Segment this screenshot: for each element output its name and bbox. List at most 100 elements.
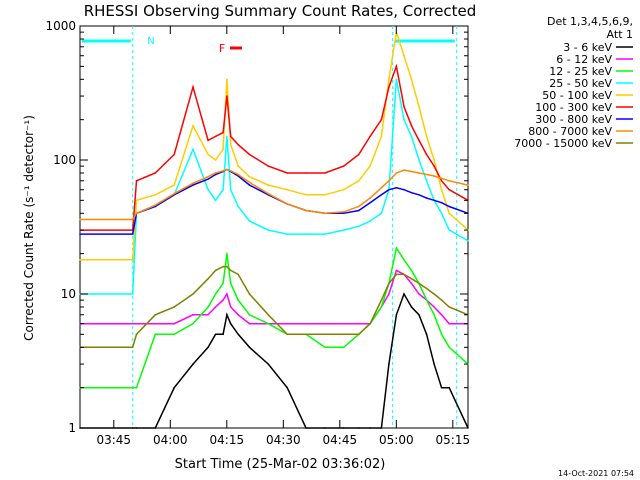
data-point <box>324 212 326 215</box>
series-line-7000-15000keV <box>80 265 469 349</box>
data-point <box>131 293 134 295</box>
data-point <box>410 191 413 194</box>
data-point <box>440 180 443 182</box>
data-point <box>135 212 138 215</box>
data-point <box>173 322 175 325</box>
data-point <box>79 218 81 221</box>
data-point <box>226 252 228 255</box>
data-point <box>395 65 398 68</box>
data-point <box>403 273 405 276</box>
data-point <box>395 247 398 249</box>
data-point <box>410 277 413 280</box>
data-point <box>440 333 443 336</box>
data-point <box>395 172 398 174</box>
data-point <box>433 159 435 161</box>
data-point <box>267 165 270 167</box>
data-point <box>418 139 420 142</box>
data-point <box>207 346 209 349</box>
data-point <box>135 427 138 429</box>
data-point <box>229 282 232 285</box>
data-point <box>226 78 228 81</box>
x-axis-label: Start Time (25-Mar-02 03:36:02) <box>175 457 386 472</box>
x-tick-label: 05:15 <box>436 433 471 447</box>
data-point <box>214 135 217 138</box>
data-point <box>342 427 345 429</box>
data-point <box>425 135 428 138</box>
data-point <box>410 306 413 308</box>
data-point <box>433 199 435 202</box>
data-point <box>135 322 138 325</box>
data-point <box>286 203 289 205</box>
data-point <box>286 386 289 389</box>
data-point <box>305 209 307 212</box>
data-point <box>229 269 232 272</box>
data-point <box>388 78 390 81</box>
x-tick-label: 04:30 <box>266 433 301 447</box>
data-point <box>380 187 383 189</box>
data-point <box>403 105 405 108</box>
data-point <box>248 293 251 295</box>
data-point <box>403 188 405 191</box>
x-tick-label: 04:45 <box>323 433 358 447</box>
data-point <box>222 282 224 285</box>
data-point <box>207 314 209 316</box>
data-point <box>410 135 413 138</box>
data-point <box>222 188 224 191</box>
series-line-3-6keV <box>80 292 469 429</box>
data-point <box>324 233 326 235</box>
data-point <box>440 188 443 191</box>
axes: 03:45 04:00 04:15 04:30 04:45 05:00 05:15 1 10 10… <box>45 19 470 447</box>
data-point <box>410 78 413 81</box>
data-point <box>380 135 383 138</box>
data-point <box>192 314 194 316</box>
data-point <box>410 125 413 127</box>
data-point <box>433 314 435 316</box>
data-point <box>214 173 217 176</box>
plot-frame <box>79 25 469 429</box>
data-point <box>214 172 217 174</box>
data-point <box>214 293 217 295</box>
data-point <box>248 184 251 186</box>
data-point <box>358 322 360 325</box>
data-point <box>440 299 443 301</box>
legend-label: 25 - 50 keV <box>549 77 612 90</box>
data-point <box>448 322 451 325</box>
data-point <box>324 322 326 325</box>
data-point <box>214 306 217 308</box>
series-line-800-7000keV <box>80 168 469 221</box>
data-point <box>131 259 134 261</box>
data-point <box>433 363 435 365</box>
data-point <box>248 181 251 184</box>
data-point <box>214 199 217 202</box>
data-point <box>440 201 443 204</box>
data-point <box>403 293 405 295</box>
data-point <box>214 159 217 161</box>
data-point <box>324 172 326 174</box>
data-point <box>342 165 345 167</box>
data-point <box>369 220 371 222</box>
data-point <box>324 194 326 196</box>
data-point <box>418 282 420 285</box>
data-point <box>267 192 270 195</box>
series-line-12-25keV <box>80 246 469 389</box>
data-point <box>207 277 209 280</box>
data-point <box>342 212 345 215</box>
legend-header-line-1: Det 1,3,4,5,6,9, <box>547 15 633 28</box>
data-point <box>237 143 239 146</box>
data-point <box>358 153 360 156</box>
data-point <box>358 225 360 228</box>
data-point <box>425 153 428 156</box>
data-point <box>286 322 289 325</box>
data-point <box>135 333 138 336</box>
data-point <box>433 165 435 167</box>
data-point <box>395 273 398 276</box>
data-point <box>248 346 251 349</box>
data-point <box>388 86 390 88</box>
data-point <box>286 233 289 235</box>
data-point <box>410 269 413 272</box>
data-point <box>342 188 345 191</box>
data-point <box>448 188 451 191</box>
data-point <box>440 212 443 215</box>
data-point <box>388 180 390 182</box>
